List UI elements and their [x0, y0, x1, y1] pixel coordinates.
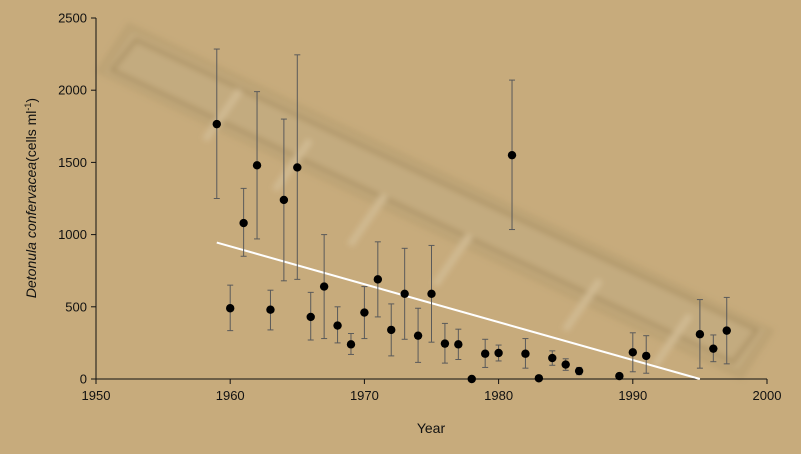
data-points: [212, 119, 731, 384]
data-point: [319, 282, 329, 291]
data-point: [400, 289, 409, 299]
data-point: [373, 275, 383, 284]
data-point: [534, 374, 544, 383]
data-point: [266, 305, 275, 314]
data-point: [642, 351, 651, 361]
data-point: [695, 330, 705, 339]
y-tick-label: 500: [65, 299, 87, 314]
data-point: [239, 218, 248, 228]
data-point: [440, 339, 450, 348]
y-tick-label: 1000: [58, 227, 87, 242]
data-point: [293, 163, 302, 172]
data-point: [306, 312, 315, 322]
data-point: [722, 326, 731, 335]
data-point: [413, 331, 423, 340]
y-tick-label: 2000: [58, 83, 87, 98]
data-point: [360, 308, 369, 317]
data-point: [346, 340, 356, 349]
data-point: [212, 119, 221, 129]
data-point: [548, 353, 557, 363]
x-tick-label: 1960: [216, 388, 245, 403]
x-tick-label: 1990: [618, 388, 647, 403]
data-point: [279, 195, 289, 205]
x-tick-label: 2000: [753, 388, 782, 403]
y-tick-label: 0: [80, 372, 87, 387]
data-point: [494, 348, 503, 358]
data-point: [521, 349, 530, 358]
data-point: [427, 289, 436, 299]
data-point: [574, 366, 584, 376]
data-point: [333, 321, 342, 330]
y-axis-title: Detonula confervacea(cells ml-1): [23, 98, 39, 298]
x-axis-title: Year: [417, 420, 446, 436]
y-axis-title-superscript: -1: [23, 103, 33, 111]
data-point: [252, 161, 262, 170]
x-tick-label: 1970: [350, 388, 379, 403]
data-point: [628, 348, 637, 357]
data-point: [561, 360, 570, 369]
data-point: [507, 150, 517, 160]
data-point: [226, 304, 235, 313]
y-tick-label: 2500: [58, 11, 87, 26]
data-point: [454, 340, 463, 349]
data-point: [480, 349, 490, 358]
data-point: [467, 374, 476, 384]
x-tick-label: 1950: [82, 388, 111, 403]
x-tick-label: 1980: [484, 388, 513, 403]
data-point: [709, 344, 718, 353]
y-axis-title-italic: Detonula confervacea: [23, 162, 39, 298]
axes: 0 500 1000 1500 2000 2500 1950 1960 1970 1980 1990…: [58, 11, 781, 404]
y-axis-title-units: (cells ml: [23, 111, 39, 162]
y-tick-label: 1500: [58, 155, 87, 170]
data-point: [615, 371, 624, 381]
data-point: [387, 325, 396, 335]
y-axis-title-close: ): [23, 98, 39, 103]
